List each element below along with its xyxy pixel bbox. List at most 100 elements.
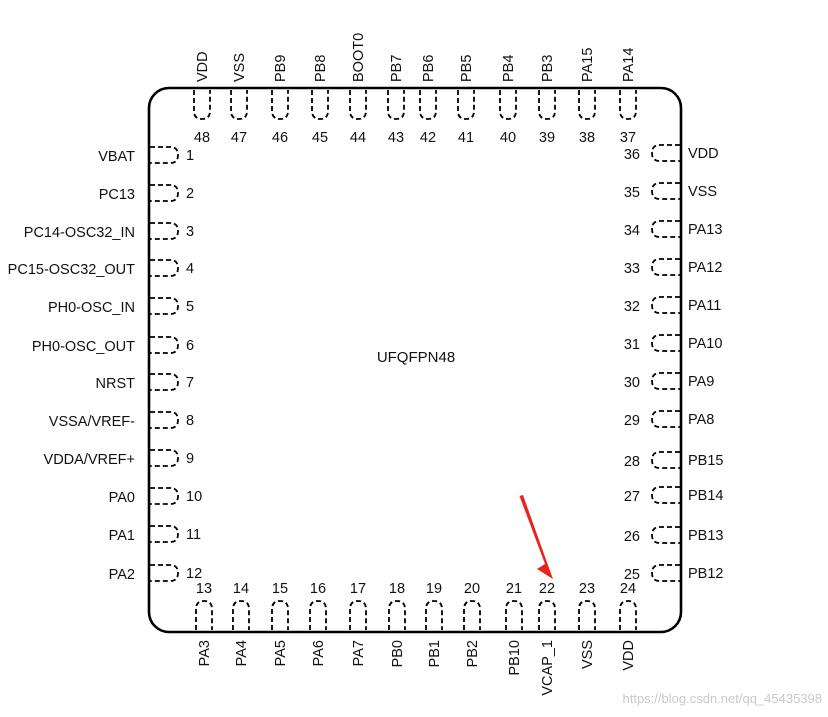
pin-label: PA7	[351, 640, 367, 666]
pin-42: 42 PB6	[419, 55, 437, 146]
pin-label: PB14	[688, 488, 723, 504]
pin-number: 32	[624, 299, 640, 315]
pin-number: 4	[186, 261, 194, 277]
pin-14: 14 PA4	[232, 581, 250, 666]
pin-number: 15	[272, 581, 288, 597]
chip-outline	[147, 86, 683, 634]
pin-pad	[349, 90, 367, 120]
pin-pad	[388, 600, 406, 630]
pin-label: PA14	[621, 48, 637, 82]
pin-label: VBAT	[98, 149, 135, 165]
pin-pad	[309, 600, 327, 630]
pin-label: VSS	[580, 640, 596, 669]
pin-46: 46 PB9	[271, 55, 289, 146]
pin-pad	[150, 222, 179, 240]
pin-25: 25 PB12	[624, 564, 723, 583]
pin-number: 37	[620, 130, 636, 146]
pin-label: VDD	[195, 51, 211, 82]
pin-5: 5 PH0-OSC_IN	[48, 297, 194, 316]
pin-pad	[425, 600, 443, 630]
pin-number: 8	[186, 413, 194, 429]
pin-23: 23 VSS	[578, 581, 596, 669]
pin-22: 22 VCAP_1	[538, 581, 556, 696]
pin-label: PA15	[580, 48, 596, 82]
pin-pad	[232, 600, 250, 630]
pin-number: 26	[624, 529, 640, 545]
pin-38: 38 PA15	[578, 48, 596, 146]
pin-number: 31	[624, 337, 640, 353]
pin-label: VCAP_1	[540, 640, 556, 696]
pin-label: PB6	[421, 55, 437, 82]
pin-number: 29	[624, 413, 640, 429]
pin-number: 34	[624, 223, 640, 239]
pin-number: 3	[186, 224, 194, 240]
pin-pad	[505, 600, 523, 630]
pin-pad	[538, 90, 556, 120]
pin-pad	[230, 90, 248, 120]
pin-pad	[419, 90, 437, 120]
pin-label: PB10	[507, 640, 523, 675]
pin-11: 11 PA1	[109, 525, 201, 544]
pin-pad	[150, 411, 179, 429]
pin-label: PA0	[109, 490, 135, 506]
pin-label: VSS	[688, 184, 717, 200]
pin-label: PC15-OSC32_OUT	[8, 262, 135, 278]
pin-number: 21	[506, 581, 522, 597]
pin-pad	[651, 182, 680, 200]
pin-pad	[651, 486, 680, 504]
pin-label: PB9	[273, 55, 289, 82]
pin-pad	[651, 451, 680, 469]
pin-number: 39	[539, 130, 555, 146]
pin-48: 48 VDD	[193, 51, 211, 146]
pins-top: 37 PA14 38 PA15 39 PB3 40 PB4 41 PB5 42 PB6 43 PB7 44 B…	[193, 33, 637, 146]
pin-pad	[150, 297, 179, 315]
pin-label: PA6	[311, 640, 327, 666]
pin-pad	[311, 90, 329, 120]
pin-number: 27	[624, 489, 640, 505]
pin-1: 1 VBAT	[98, 146, 194, 165]
pin-18: 18 PB0	[388, 581, 406, 667]
pin-label: NRST	[96, 376, 136, 392]
pin-number: 28	[624, 454, 640, 470]
pin-label: PA9	[688, 374, 714, 390]
pin-label: PC14-OSC32_IN	[24, 225, 135, 241]
pin-32: 32 PA11	[624, 296, 721, 315]
pin-pad	[619, 90, 637, 120]
pin-pad	[651, 296, 680, 314]
pin-number: 17	[350, 581, 366, 597]
pin-34: 34 PA13	[624, 220, 722, 239]
pin-number: 18	[389, 581, 405, 597]
pin-number: 38	[579, 130, 595, 146]
pin-40: 40 PB4	[499, 55, 517, 146]
pin-label: PA13	[688, 222, 722, 238]
pin-label: PB2	[465, 640, 481, 667]
pin-label: PA4	[234, 640, 250, 666]
pin-36: 36 VDD	[624, 144, 719, 163]
pin-pad	[578, 600, 596, 630]
red-arrow-shape	[519, 495, 553, 579]
pin-24: 24 VDD	[619, 581, 637, 671]
pin-number: 30	[624, 375, 640, 391]
pin-label: PA1	[109, 528, 135, 544]
pin-15: 15 PA5	[271, 581, 289, 666]
pin-number: 23	[579, 581, 595, 597]
pin-label: PA10	[688, 336, 722, 352]
pin-pad	[150, 184, 179, 202]
pin-label: VDD	[621, 640, 637, 671]
pin-number: 12	[186, 566, 202, 582]
pin-10: 10 PA0	[109, 487, 202, 506]
pin-number: 40	[500, 130, 516, 146]
pin-pad	[150, 373, 179, 391]
pin-number: 47	[231, 130, 247, 146]
pin-pad	[150, 259, 179, 277]
pin-number: 11	[186, 527, 201, 543]
pin-pad	[651, 220, 680, 238]
pin-pad	[387, 90, 405, 120]
pin-label: PB15	[688, 453, 723, 469]
pin-label: PB4	[501, 55, 517, 82]
pins-left: 1 VBAT 2 PC13 3 PC14-OSC32_IN 4 PC15-OSC32_OUT 5…	[8, 146, 202, 583]
pin-44: 44 BOOT0	[349, 33, 367, 146]
pin-label: PB5	[459, 55, 475, 82]
pin-pad	[651, 144, 680, 162]
pin-number: 6	[186, 338, 194, 354]
